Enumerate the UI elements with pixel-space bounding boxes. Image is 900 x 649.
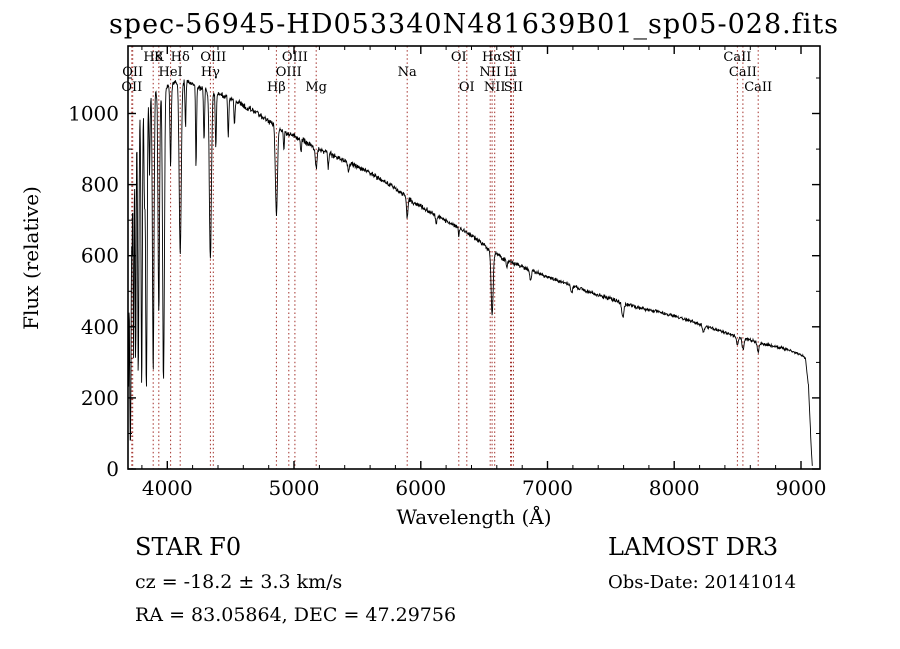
cz-text: cz = -18.2 ± 3.3 km/s <box>135 571 342 593</box>
spectral-line-label: Hα <box>482 50 502 65</box>
spectral-line-label: OI <box>451 50 467 65</box>
x-axis-tick-label: 9000 <box>776 476 827 500</box>
spectral-line-label: K <box>154 50 164 65</box>
spectral-line-label: OI <box>459 80 475 95</box>
spectrum-line <box>127 79 813 466</box>
y-axis-label: Flux (relative) <box>19 186 43 330</box>
spectral-line-label: Hγ <box>201 65 220 80</box>
spectral-line-label: Li <box>504 65 517 80</box>
spectral-line-label: Hδ <box>171 50 190 65</box>
spectral-line-label: NII <box>479 65 501 80</box>
spectral-line-label: OIII <box>276 65 302 80</box>
x-axis-tick-label: 6000 <box>395 476 446 500</box>
spectral-line-label: SII <box>502 50 521 65</box>
spectral-line-label: OIII <box>200 50 226 65</box>
spectral-line-label: Mg <box>305 80 327 95</box>
obsdate-text: Obs-Date: 20141014 <box>608 572 796 593</box>
radec-text: RA = 83.05864, DEC = 47.29756 <box>135 604 456 626</box>
spectral-line-label: SII <box>504 80 523 95</box>
spectral-line-label: OII <box>122 65 143 80</box>
spectral-line-label: CaII <box>723 50 751 65</box>
x-axis-tick-label: 5000 <box>269 476 320 500</box>
y-axis-tick-label: 400 <box>81 315 119 339</box>
plot-frame <box>127 45 821 470</box>
y-axis-tick-label: 0 <box>106 457 119 481</box>
spectral-line-label: Na <box>398 65 417 80</box>
y-axis-tick-label: 600 <box>81 244 119 268</box>
object-class-text: STAR F0 <box>135 533 241 561</box>
spectral-line-label: NII <box>484 80 506 95</box>
spectral-line-label: OIII <box>282 50 308 65</box>
spectral-line-label: CaII <box>744 80 772 95</box>
survey-text: LAMOST DR3 <box>608 533 778 561</box>
y-axis-tick-label: 800 <box>81 173 119 197</box>
spectral-line-label: HeI <box>159 65 183 80</box>
spectral-line-label: H8 <box>143 50 163 65</box>
x-axis-label: Wavelength (Å) <box>396 504 551 529</box>
x-axis-tick-label: 4000 <box>142 476 193 500</box>
y-axis-tick-label: 200 <box>81 386 119 410</box>
spectral-line-label: Hβ <box>267 80 286 95</box>
x-axis-tick-label: 8000 <box>649 476 700 500</box>
plot-title: spec-56945-HD053340N481639B01_sp05-028.f… <box>109 9 839 40</box>
spectral-line-label: CaII <box>729 65 757 80</box>
x-axis-tick-label: 7000 <box>522 476 573 500</box>
spectral-line-label: OII <box>121 80 142 95</box>
y-axis-tick-label: 1000 <box>68 102 119 126</box>
